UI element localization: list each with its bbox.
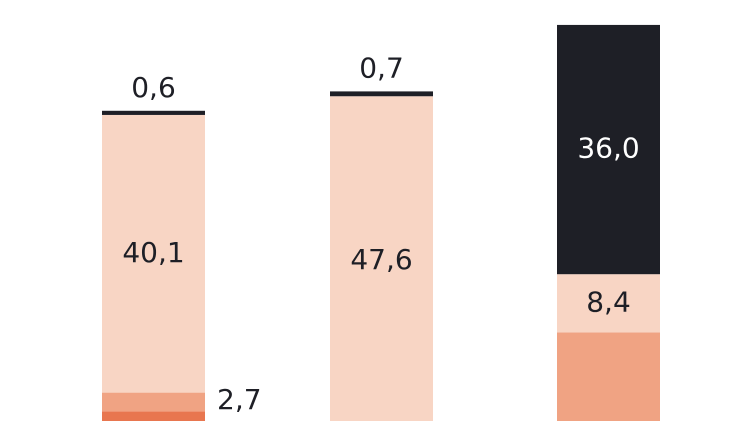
bar-segment [330,96,433,421]
value-label: 0,6 [131,71,176,104]
bar-segment [557,332,660,421]
bar-segment [102,392,205,412]
value-label: 8,4 [586,285,631,318]
value-label: 2,7 [217,383,262,416]
value-label: 40,1 [122,236,184,269]
value-label: 47,6 [350,243,412,276]
bar-segment [557,274,660,333]
bar-segment [102,110,205,115]
bar-segment [330,91,433,97]
value-label: 36,0 [577,132,639,165]
bar-segment [557,24,660,275]
value-label: 0,7 [359,51,404,84]
bar-segment [102,114,205,393]
bar-segment [102,411,205,421]
